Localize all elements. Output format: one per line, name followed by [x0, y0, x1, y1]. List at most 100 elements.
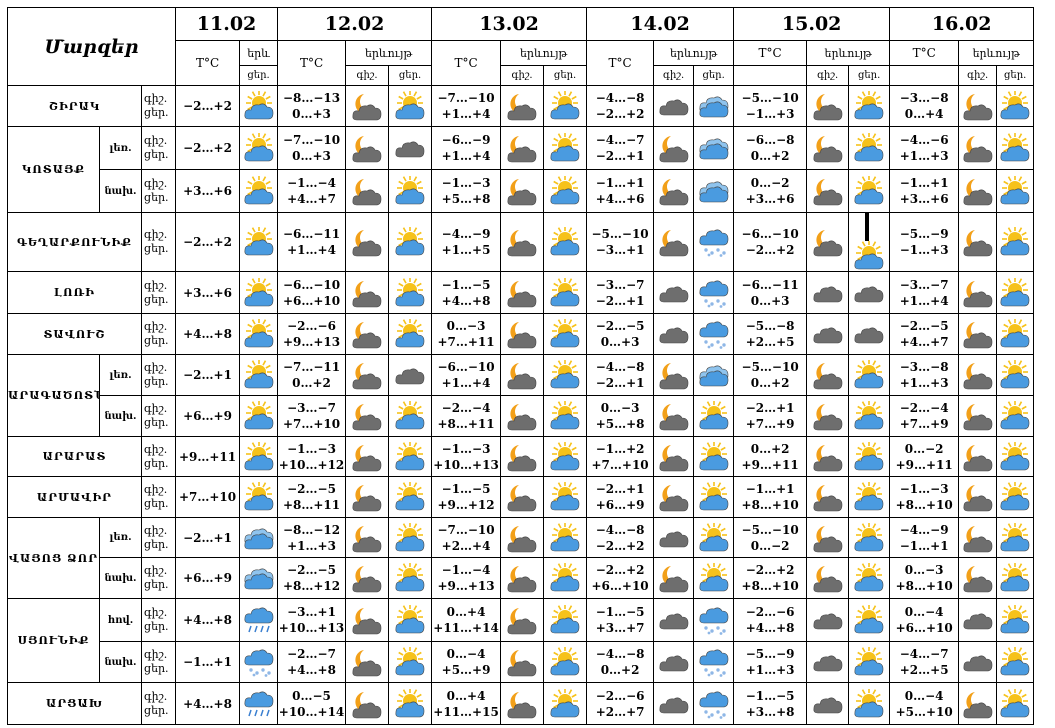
night-icon-cell [500, 212, 545, 272]
sun-cloud-icon [699, 441, 728, 470]
moon-cloud-icon [963, 179, 992, 206]
day-temperature: −2…+1 [595, 149, 645, 163]
header-row-subcols: ցեր. գիշ. ցեր. գիշ. ցեր. գիշ. ցեր. գիշ. … [8, 65, 1035, 86]
temperature-cell: 0…−4 +5…+10 [889, 682, 960, 725]
night-icon-cell [345, 682, 390, 725]
temperature-cell: −7…−11 0…+2 [277, 354, 347, 396]
night-label: գիշ. [144, 483, 168, 496]
moon-cloud-icon [813, 485, 842, 512]
day-temperature: +8…+10 [895, 498, 953, 512]
sun-cloud-icon [854, 360, 884, 389]
night-temperature: 0…−2 [904, 441, 944, 456]
phenomenon-column-header: երևույթ [806, 40, 891, 66]
day-icon-cell [996, 476, 1035, 518]
day-icon-cell [848, 598, 891, 642]
night-temperature: −2…+2 [745, 563, 795, 577]
day-label: ցեր. [144, 497, 169, 510]
day-icon-cell [848, 169, 891, 213]
moon-cloud-icon [659, 485, 688, 512]
day-temperature: −2…+1 [183, 530, 232, 545]
night-day-label: գիշ. ցեր. [140, 212, 177, 272]
moon-cloud-icon [507, 525, 537, 552]
day-icon-cell [388, 598, 433, 642]
day-temperature: 0…+4 [904, 107, 944, 121]
day-temperature: −2…+2 [183, 141, 232, 155]
night-icon-cell [345, 476, 390, 518]
day-temperature: +1…+4 [441, 149, 491, 163]
day-icon-cell [543, 126, 588, 170]
night-icon-cell [653, 212, 695, 272]
sun-cloud-icon [550, 176, 580, 205]
temperature-cell: −1…−4 +9…+13 [431, 557, 502, 599]
moon-cloud-icon [352, 691, 382, 718]
cloud-icon [395, 141, 425, 158]
night-icon-cell [500, 517, 545, 558]
day-icon-cell [693, 517, 735, 558]
moon-cloud-icon [813, 566, 842, 593]
night-temperature: −3…−8 [899, 91, 949, 105]
date-header: 16.02 [889, 7, 1035, 41]
day-temperature: 0…+3 [600, 335, 640, 349]
day-icon-cell [543, 436, 588, 477]
temperature-cell: −2…−4 +7…+9 [889, 395, 960, 437]
sun-cloud-icon [244, 176, 273, 205]
day-temperature: 0…+3 [292, 107, 331, 121]
day-icon-cell [693, 598, 735, 642]
day-temperature: +9…+11 [741, 457, 799, 472]
temperature-cell: +3…+6 [175, 271, 241, 314]
day-icon-cell [996, 557, 1035, 599]
night-temperature: −3…−7 [287, 401, 336, 415]
day-subheader: ցեր. [543, 65, 588, 86]
sun-cloud-icon [395, 277, 425, 306]
night-icon-cell [345, 557, 390, 599]
night-icon-cell [653, 313, 695, 355]
temp-column-header: T°C [586, 40, 655, 86]
day-temperature: +1…+4 [899, 293, 949, 308]
moon-cloud-icon [352, 650, 382, 677]
temperature-cell: −3…−8 +1…+3 [889, 354, 960, 396]
night-label: գիշ. [144, 361, 168, 374]
region-name: ԱՐԱԳԱԾՈՏՆ [7, 354, 100, 437]
moon-cloud-icon [507, 485, 537, 512]
night-icon-cell [958, 313, 998, 355]
night-subheader: գիշ. [806, 65, 850, 86]
moon-cloud-icon [352, 363, 382, 390]
moon-cloud-icon [507, 566, 537, 593]
day-temperature: +10…+12 [278, 457, 345, 472]
temperature-cell: −4…−8 −2…+2 [586, 85, 655, 127]
day-temperature: 0…−2 [750, 538, 790, 553]
day-temperature: +4…+8 [183, 696, 232, 711]
moon-cloud-icon [963, 230, 992, 257]
temp-column-header: T°C [733, 40, 808, 66]
temperature-cell: −4…−8 −2…+2 [586, 517, 655, 558]
subregion-name: նախ. [99, 641, 142, 683]
region-name: ԼՈՌԻ [7, 271, 142, 314]
moon-cloud-icon [813, 230, 842, 257]
moon-cloud-icon [813, 444, 842, 471]
day-temperature: −2…+2 [595, 107, 645, 121]
temperature-cell: 0…+4 +11…+15 [431, 682, 502, 725]
night-icon-cell [958, 271, 998, 314]
day-icon-cell [848, 126, 891, 170]
forecast-table-wrapper: Մարզեր 11.02 12.02 13.02 14.02 15.02 16.… [6, 7, 1035, 725]
temperature-cell: −7…−10 +1…+4 [431, 85, 502, 127]
phenomenon-column-header: երևույթ [958, 40, 1035, 66]
day-icon-cell [693, 354, 735, 396]
day-temperature: +7…+10 [591, 457, 649, 472]
day-label: ցեր. [144, 416, 169, 429]
temperature-cell: −6…−9 +1…+4 [431, 126, 502, 170]
night-icon-cell [345, 169, 390, 213]
temperature-cell: −1…−3 +5…+8 [431, 169, 502, 213]
night-temperature: −7…−10 [282, 133, 341, 147]
temperature-cell: −6…−8 0…+2 [733, 126, 808, 170]
cloud-icon [854, 286, 884, 302]
night-day-label: գիշ. ցեր. [140, 641, 177, 683]
weather-icon-cell [239, 85, 279, 127]
temperature-cell: −3…+1 +10…+13 [277, 598, 347, 642]
weather-icon-cell [239, 313, 279, 355]
cloud-icon [963, 613, 992, 630]
sun-cloud-icon [395, 688, 425, 717]
sun-cloud-icon [550, 605, 580, 634]
day-icon-cell [996, 212, 1035, 272]
weather-icon-cell [239, 682, 279, 725]
